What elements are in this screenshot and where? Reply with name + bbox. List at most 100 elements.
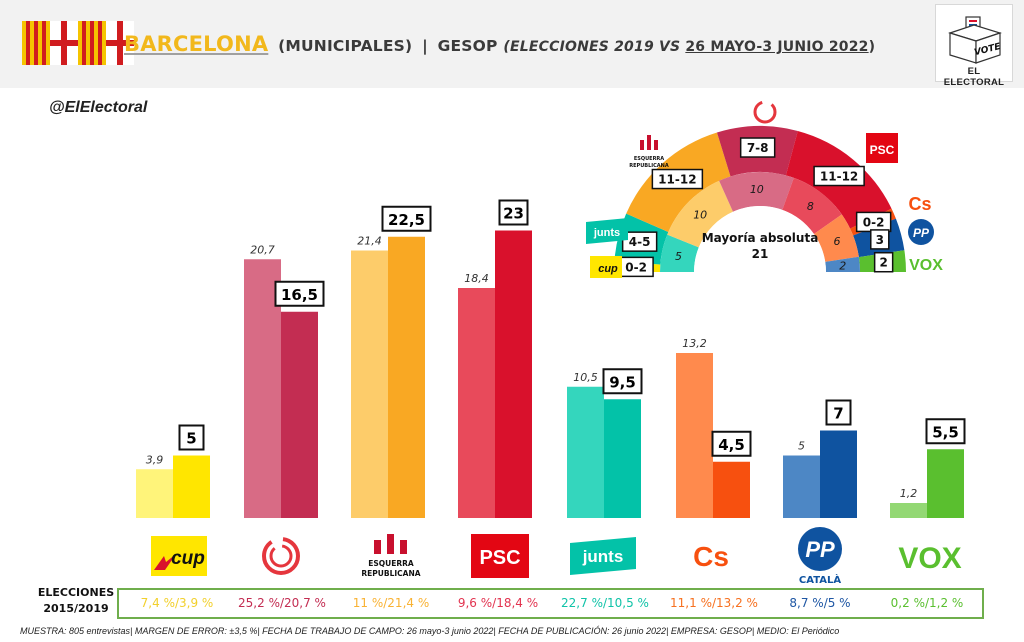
bar-2019-cup <box>136 469 173 518</box>
bar-2019-pp <box>783 455 820 518</box>
hemi-inner-comuns <box>719 172 794 212</box>
hemi-outer-label-cup: 0-2 <box>625 260 647 274</box>
title-subtitle-dates: 26 MAYO-3 JUNIO 2022 <box>685 39 869 55</box>
bar-2022-psc <box>495 230 532 518</box>
label-box-2022-bcomú <box>274 280 325 307</box>
result-vox: 0,2 %/1,2 % <box>890 596 964 610</box>
hemi-outer-box-psc <box>813 165 865 187</box>
hemi-outer-label-cs: 0-2 <box>863 215 885 229</box>
hemi-inner-pp <box>825 256 860 272</box>
label-box-2022-cup <box>178 424 205 451</box>
hemi-outer-box-junts <box>621 231 658 252</box>
bar-2019-cs <box>676 353 713 518</box>
bcomu-logo <box>251 528 311 583</box>
label-2022-cup: 5 <box>186 430 196 448</box>
result-junts: 22,7 %/10,5 % <box>561 596 649 610</box>
label-box-2022-cs <box>711 430 752 457</box>
pp-logo: PP CATALÀ <box>780 524 860 586</box>
label-2022-pp: 7 <box>833 405 843 423</box>
svg-text:REPUBLICANA: REPUBLICANA <box>361 569 420 578</box>
bars-layer <box>136 230 964 518</box>
title-city: BARCELONA <box>124 32 269 56</box>
label-2019-psc: 18,4 <box>464 272 489 285</box>
svg-text:junts: junts <box>582 547 624 566</box>
hemi-outer-label-erc: 11-12 <box>658 173 696 187</box>
label-2022-bcomú: 16,5 <box>281 286 318 304</box>
svg-text:Cs: Cs <box>693 541 729 572</box>
svg-text:junts: junts <box>593 227 620 239</box>
result-cs: 11,1 %/13,2 % <box>670 596 758 610</box>
svg-text:REPUBLICANA: REPUBLICANA <box>629 163 669 169</box>
hemi-inner-label-junts: 5 <box>675 250 682 263</box>
cup-logo: cup <box>145 528 213 583</box>
cs-logo: Cs <box>676 528 746 583</box>
label-box-2022-pp <box>825 399 852 426</box>
result-cup: 7,4 %/3,9 % <box>140 596 214 610</box>
label-2022-vox: 5,5 <box>932 423 959 441</box>
bar-2022-erc <box>388 236 425 518</box>
hemi-outer-box-comuns <box>739 137 776 158</box>
bar-2022-vox <box>927 449 964 518</box>
label-2022-psc: 23 <box>503 205 524 223</box>
hemi-outer-label-comuns: 7-8 <box>747 141 769 155</box>
bar-2022-bcomú <box>281 311 318 518</box>
seat-hemicycle: 5 10 10 8 6 2 0-2 4-5 11-12 7-8 11-12 0-2 3 2 Mayoría … <box>586 100 943 278</box>
bar-2022-cup <box>173 455 210 518</box>
label-2019-vox: 1,2 <box>900 487 918 500</box>
svg-text:cup: cup <box>598 263 618 275</box>
label-2019-erc: 21,4 <box>357 235 382 248</box>
result-bcomu: 25,2 %/20,7 % <box>238 596 326 610</box>
svg-text:CATALÀ: CATALÀ <box>799 573 841 585</box>
bar-2022-junts <box>604 399 641 518</box>
hemi-bcomu-logo-icon <box>753 100 777 124</box>
hemi-inner-label-psc: 8 <box>807 200 814 213</box>
hemi-outer-box-erc <box>651 168 704 190</box>
hemi-cup-logo-icon: cup <box>590 256 622 278</box>
svg-text:VOX: VOX <box>898 542 961 574</box>
label-2022-cs: 4,5 <box>718 436 745 454</box>
results-row <box>117 588 984 619</box>
bar-2022-cs <box>713 461 750 518</box>
title-subtitle-prefix: (ELECCIONES 2019 VS <box>503 39 686 55</box>
junts-logo: junts <box>568 528 638 583</box>
hemi-outer-label-junts: 4-5 <box>629 235 651 249</box>
label-2022-junts: 9,5 <box>609 373 636 391</box>
label-box-2022-psc <box>498 199 529 226</box>
svg-text:cup: cup <box>171 548 205 569</box>
bar-2022-pp <box>820 430 857 518</box>
result-pp: 8,7 %/5 % <box>789 596 851 610</box>
hemi-inner-label-cs: 6 <box>833 235 840 248</box>
hemi-inner-cs <box>813 214 859 262</box>
svg-text:PSC: PSC <box>870 143 895 157</box>
label-2019-bcomú: 20,7 <box>250 243 275 256</box>
hemi-inner-psc <box>782 177 842 235</box>
hemi-inner-junts <box>660 234 699 272</box>
hemi-vox-logo-icon: VOX <box>909 257 943 274</box>
vox-logo: VOX <box>890 528 970 583</box>
svg-text:ESQUERRA: ESQUERRA <box>634 156 664 162</box>
page-title: BARCELONA (MUNICIPALES) | GESOP (ELECCIO… <box>124 32 876 56</box>
hemi-psc-logo-icon: PSC <box>866 133 898 163</box>
bar-2019-erc <box>351 250 388 518</box>
hemi-inner-label-pp: 2 <box>839 260 846 273</box>
hemi-outer-box-vox <box>873 251 894 273</box>
hemi-inner-label-erc: 10 <box>693 208 707 221</box>
brand-name: EL ELECTORAL <box>943 66 1005 88</box>
ballot-box-icon: VOTE <box>948 16 1003 64</box>
results-table-title: ELECCIONES 2015/2019 <box>37 586 115 615</box>
svg-text:ESQUERRA: ESQUERRA <box>368 559 414 568</box>
label-2019-pp: 5 <box>798 440 805 453</box>
hemi-outer-label-vox: 2 <box>879 256 887 270</box>
hemi-outer-label-psc: 11-12 <box>820 170 858 184</box>
hemi-inner-label-comuns: 10 <box>750 183 764 196</box>
majority-title: Mayoría absoluta <box>702 231 819 245</box>
hemi-cs-logo-icon: Cs <box>908 194 931 214</box>
result-psc: 9,6 %/18,4 % <box>457 596 539 610</box>
svg-text:PP: PP <box>913 226 930 240</box>
svg-text:PSC: PSC <box>479 547 520 569</box>
label-box-2022-vox <box>925 418 966 445</box>
label-2019-cup: 3,9 <box>146 453 164 466</box>
title-pollster: GESOP <box>437 37 498 55</box>
